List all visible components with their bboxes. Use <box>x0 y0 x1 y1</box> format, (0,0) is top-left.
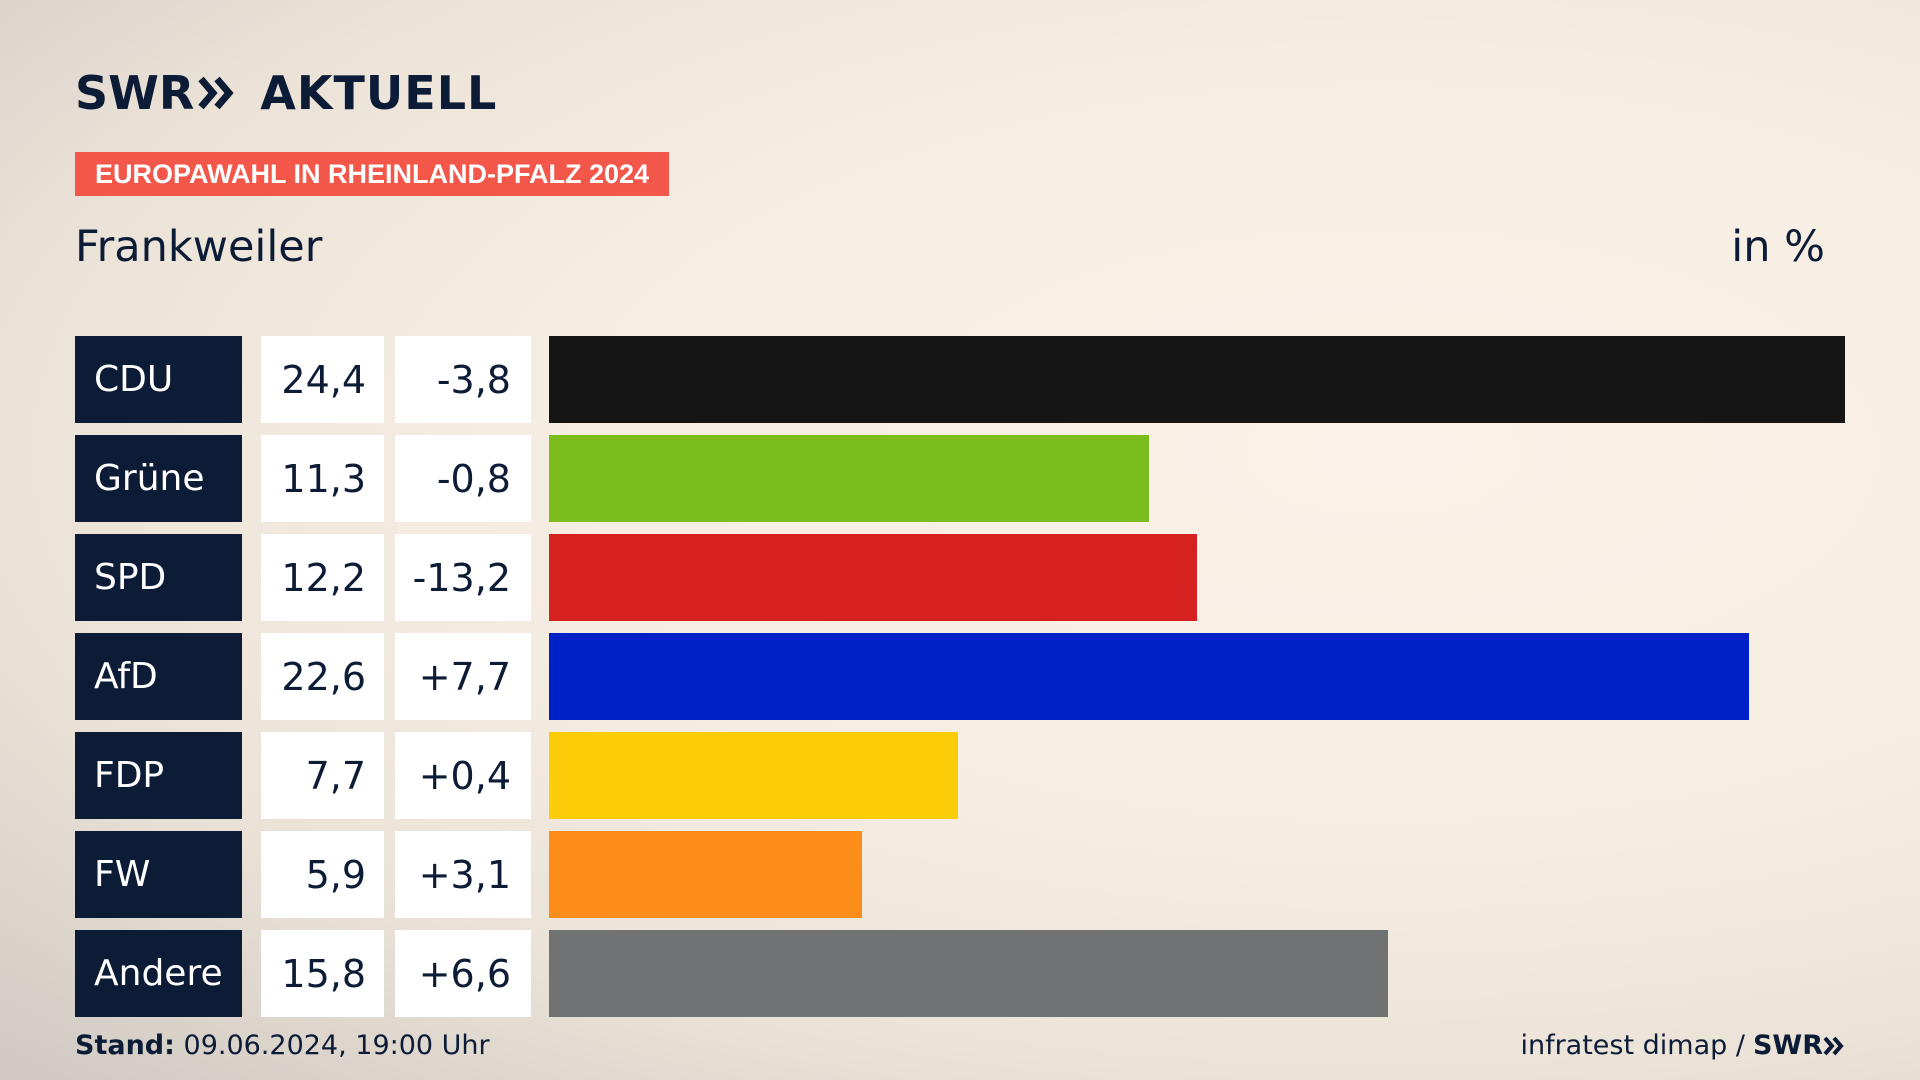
vote-share-value: 22,6 <box>261 633 384 720</box>
result-row: Grüne 11,3 -0,8 <box>75 435 1845 522</box>
vote-share-bar <box>549 336 1845 423</box>
vote-share-bar <box>549 633 1749 720</box>
party-label: CDU <box>75 336 242 423</box>
swr-mini-text: SWR <box>1752 1030 1823 1061</box>
vote-share-value: 5,9 <box>261 831 384 918</box>
vote-change-value: -13,2 <box>395 534 531 621</box>
vote-share-value: 24,4 <box>261 336 384 423</box>
stand-label: Stand: <box>75 1030 175 1061</box>
result-row: Andere 15,8 +6,6 <box>75 930 1845 1017</box>
party-label: Grüne <box>75 435 242 522</box>
aktuell-label: AKTUELL <box>260 66 498 120</box>
vote-change-value: +6,6 <box>395 930 531 1017</box>
source-line: infratest dimap / SWR <box>1520 1030 1845 1061</box>
result-row: FW 5,9 +3,1 <box>75 831 1845 918</box>
result-row: AfD 22,6 +7,7 <box>75 633 1845 720</box>
place-title: Frankweiler <box>75 222 323 272</box>
vote-share-bar <box>549 732 958 819</box>
swr-mini-logo: SWR <box>1753 1030 1845 1061</box>
swr-brand: SWR <box>75 66 236 120</box>
vote-share-value: 11,3 <box>261 435 384 522</box>
vote-share-bar <box>549 534 1197 621</box>
vote-change-value: +7,7 <box>395 633 531 720</box>
vote-share-bar <box>549 435 1149 522</box>
party-label: FDP <box>75 732 242 819</box>
vote-change-value: -3,8 <box>395 336 531 423</box>
party-label: SPD <box>75 534 242 621</box>
party-label: Andere <box>75 930 242 1017</box>
vote-change-value: +0,4 <box>395 732 531 819</box>
stand-value: 09.06.2024, 19:00 Uhr <box>183 1030 490 1061</box>
result-row: CDU 24,4 -3,8 <box>75 336 1845 423</box>
vote-share-value: 12,2 <box>261 534 384 621</box>
stand-line: Stand: 09.06.2024, 19:00 Uhr <box>75 1030 490 1061</box>
party-label: FW <box>75 831 242 918</box>
vote-share-bar <box>549 831 862 918</box>
swr-brand-text: SWR <box>75 66 195 120</box>
double-chevron-icon <box>1823 1036 1844 1055</box>
vote-share-value: 7,7 <box>261 732 384 819</box>
swr-aktuell-logo: SWR AKTUELL <box>75 66 497 120</box>
vote-share-bar <box>549 930 1388 1017</box>
double-chevron-icon <box>198 76 234 110</box>
source-text: infratest dimap / <box>1520 1030 1745 1061</box>
result-row: FDP 7,7 +0,4 <box>75 732 1845 819</box>
election-tag: EUROPAWAHL IN RHEINLAND-PFALZ 2024 <box>75 152 670 196</box>
unit-label: in % <box>1731 222 1825 272</box>
result-row: SPD 12,2 -13,2 <box>75 534 1845 621</box>
vote-change-value: +3,1 <box>395 831 531 918</box>
vote-change-value: -0,8 <box>395 435 531 522</box>
party-label: AfD <box>75 633 242 720</box>
vote-share-value: 15,8 <box>261 930 384 1017</box>
